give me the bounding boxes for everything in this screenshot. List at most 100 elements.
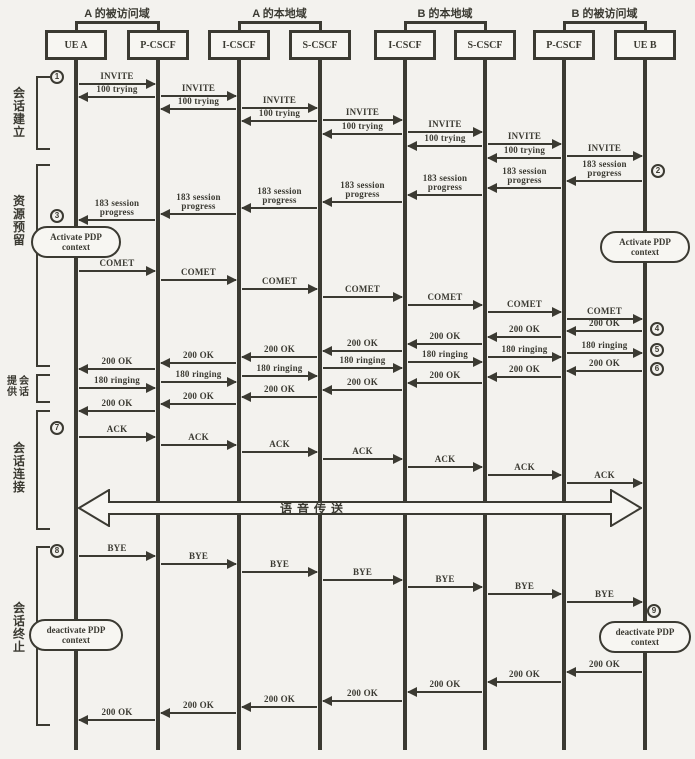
- message-arrow: [488, 376, 561, 378]
- arrowhead-icon: [308, 284, 318, 294]
- arrowhead-icon: [322, 346, 332, 356]
- message-label: 183 session progress: [502, 166, 547, 185]
- arrowhead-icon: [633, 597, 643, 607]
- arrowhead-icon: [241, 116, 251, 126]
- message-label: INVITE: [262, 95, 297, 105]
- message-label: 183 session progress: [422, 173, 468, 192]
- arrowhead-icon: [487, 372, 497, 382]
- node-box-p-cscf-b: P-CSCF: [533, 30, 595, 60]
- message-label: BYE: [188, 551, 209, 561]
- message-arrow: [408, 343, 482, 345]
- message-arrow: [567, 352, 642, 354]
- message-label: 100 trying: [258, 108, 301, 118]
- message-arrow: [79, 387, 155, 389]
- message-label: 180 ringing: [581, 340, 628, 350]
- message-arrow: [242, 375, 317, 377]
- domain-connector-stub: [563, 21, 566, 30]
- message-label: 200 OK: [589, 318, 620, 328]
- message-arrow: [161, 444, 236, 446]
- phase-bracket: [36, 374, 50, 403]
- arrowhead-icon: [160, 399, 170, 409]
- step-number-4: 4: [650, 322, 664, 336]
- lifeline-ue-b: [643, 56, 647, 750]
- message-label: INVITE: [428, 119, 462, 129]
- step-number-3: 3: [50, 209, 64, 223]
- domain-connector-stub: [75, 21, 78, 30]
- message-arrow: [79, 410, 155, 412]
- lifeline-i-cscf-a: [237, 56, 241, 750]
- lifeline-i-cscf-b: [403, 56, 407, 750]
- step-number-5: 5: [650, 343, 664, 357]
- domain-connector: [564, 21, 645, 24]
- domain-label: B 的本地域: [417, 8, 473, 20]
- step-number-2: 2: [651, 164, 665, 178]
- arrowhead-icon: [227, 377, 237, 387]
- message-label: COMET: [344, 284, 380, 294]
- message-label: 200 OK: [509, 669, 540, 679]
- arrowhead-icon: [78, 92, 88, 102]
- message-arrow: [408, 586, 482, 588]
- message-label: 200 OK: [101, 398, 133, 408]
- arrowhead-icon: [487, 332, 497, 342]
- arrowhead-icon: [322, 385, 332, 395]
- message-label: COMET: [99, 258, 135, 268]
- message-label: 100 trying: [503, 145, 546, 155]
- arrowhead-icon: [407, 378, 417, 388]
- message-label: 100 trying: [96, 84, 138, 94]
- pdp-context-oval: deactivate PDP context: [29, 619, 123, 651]
- message-label: BYE: [514, 581, 535, 591]
- arrowhead-icon: [552, 307, 562, 317]
- phase-bracket: [36, 76, 50, 150]
- domain-connector-stub: [238, 21, 241, 30]
- lifeline-p-cscf-b: [562, 56, 566, 750]
- message-arrow: [323, 201, 402, 203]
- arrowhead-icon: [322, 696, 332, 706]
- lifeline-s-cscf-b: [483, 56, 487, 750]
- message-arrow: [161, 403, 236, 405]
- message-arrow: [242, 107, 317, 109]
- message-arrow: [488, 474, 561, 476]
- arrowhead-icon: [241, 203, 251, 213]
- message-arrow: [161, 563, 236, 565]
- message-arrow: [323, 579, 402, 581]
- message-label: 180 ringing: [501, 344, 548, 354]
- phase-bracket: [36, 164, 50, 367]
- message-arrow: [161, 213, 236, 215]
- message-arrow: [567, 370, 642, 372]
- domain-label: A 的本地域: [252, 8, 307, 20]
- arrowhead-icon: [473, 127, 483, 137]
- phase-label: 资源预留: [12, 194, 25, 247]
- arrowhead-icon: [308, 447, 318, 457]
- phase-label: 会话终止: [12, 601, 25, 654]
- arrowhead-icon: [160, 209, 170, 219]
- message-arrow: [323, 700, 402, 702]
- message-label: 200 OK: [264, 384, 295, 394]
- message-arrow: [242, 288, 317, 290]
- arrowhead-icon: [473, 462, 483, 472]
- message-label: ACK: [188, 432, 209, 442]
- arrowhead-icon: [227, 91, 237, 101]
- message-label: 200 OK: [183, 350, 214, 360]
- message-arrow: [161, 362, 236, 364]
- arrowhead-icon: [633, 151, 643, 161]
- message-arrow: [242, 571, 317, 573]
- node-box-s-cscf-a: S-CSCF: [289, 30, 351, 60]
- message-arrow: [242, 396, 317, 398]
- message-arrow: [323, 367, 402, 369]
- message-arrow: [242, 120, 317, 122]
- lifeline-p-cscf-a: [156, 56, 160, 750]
- arrowhead-icon: [393, 454, 403, 464]
- message-arrow: [79, 270, 155, 272]
- message-arrow: [567, 482, 642, 484]
- message-label: BYE: [107, 543, 127, 553]
- arrowhead-icon: [393, 292, 403, 302]
- arrowhead-icon: [160, 708, 170, 718]
- message-label: INVITE: [181, 83, 216, 93]
- pdp-context-oval: deactivate PDP context: [599, 621, 691, 653]
- message-arrow: [488, 681, 561, 683]
- message-arrow: [79, 96, 155, 98]
- domain-connector: [76, 21, 158, 24]
- arrowhead-icon: [552, 352, 562, 362]
- arrowhead-icon: [308, 371, 318, 381]
